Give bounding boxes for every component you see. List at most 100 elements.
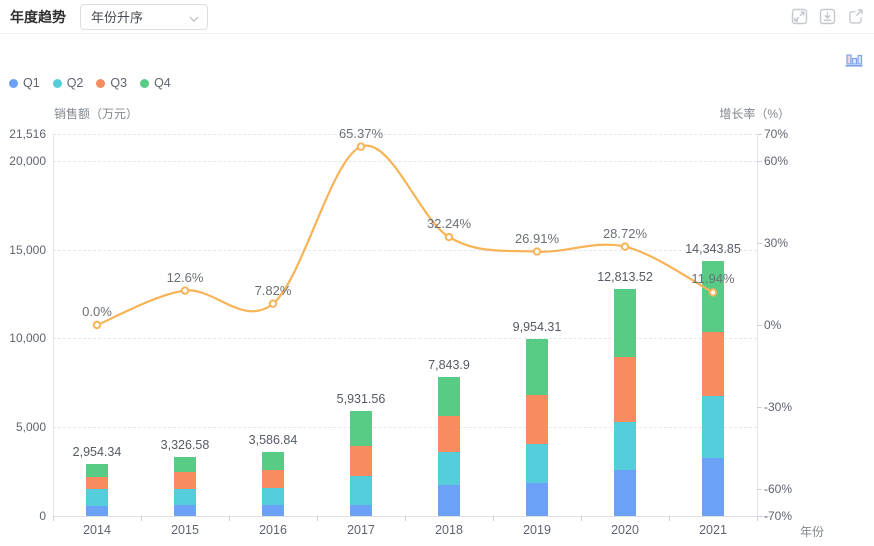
x-axis-tick	[53, 516, 54, 521]
legend-item-q2[interactable]: Q2	[52, 76, 83, 90]
bar-segment-q2[interactable]	[614, 421, 636, 471]
growth-value-label: 0.0%	[82, 304, 112, 319]
y-axis-right-tick-label: -70%	[764, 509, 793, 523]
y-axis-left-tick-label: 10,000	[9, 331, 46, 346]
y-axis-right-tick	[757, 516, 762, 517]
bar-segment-q3[interactable]	[174, 471, 196, 489]
growth-line-point[interactable]	[356, 142, 366, 151]
bar-total-label: 7,843.9	[428, 357, 470, 372]
panel-title: 年度趋势	[10, 8, 66, 25]
bar-segment-q3[interactable]	[438, 416, 460, 452]
y-axis-right-tick-label: -30%	[764, 399, 793, 414]
y-axis-right-tick	[757, 134, 762, 135]
bar-segment-q2[interactable]	[438, 451, 460, 486]
y-axis-left-tick-label: 5,000	[15, 420, 46, 435]
y-axis-right-tick-label: -60%	[764, 481, 793, 496]
bar-segment-q4[interactable]	[174, 456, 196, 472]
bar-segment-q1[interactable]	[262, 504, 284, 516]
legend-label: Q3	[110, 76, 128, 90]
bar-segment-q2[interactable]	[526, 443, 548, 483]
x-axis-category-label: 2018	[435, 523, 463, 537]
bar-segment-q4[interactable]	[526, 339, 548, 395]
legend-dot	[52, 78, 62, 88]
y-axis-left-name: 销售额（万元）	[54, 107, 139, 121]
bar-segment-q4[interactable]	[262, 452, 284, 470]
external-link-icon[interactable]	[847, 8, 864, 25]
bar-segment-q4[interactable]	[438, 376, 460, 417]
x-axis-tick	[757, 516, 758, 521]
bar-segment-q2[interactable]	[262, 488, 284, 505]
growth-line-point[interactable]	[444, 232, 454, 242]
x-axis-category-label: 2015	[171, 523, 199, 537]
year-sort-select-value: 年份升序	[91, 10, 144, 25]
grid-line	[53, 134, 757, 135]
y-axis-right-tick-label: 30%	[764, 236, 789, 251]
growth-value-label: 26.91%	[514, 230, 560, 246]
legend-label: Q1	[23, 76, 40, 90]
growth-value-label: 7.82%	[254, 282, 292, 298]
y-axis-left-tick-label: 15,000	[9, 242, 46, 257]
y-axis-right-tick	[757, 325, 762, 326]
x-axis-tick	[493, 516, 494, 521]
toolbox-bar-chart-icon[interactable]	[844, 49, 864, 74]
growth-value-label: 32.24%	[426, 216, 472, 232]
growth-line-point[interactable]	[180, 286, 190, 295]
fullscreen-icon[interactable]	[791, 8, 808, 25]
x-axis-category-label: 2020	[611, 523, 639, 537]
growth-value-label: 65.37%	[338, 125, 384, 141]
bar-segment-q1[interactable]	[526, 482, 548, 516]
y-axis-right-tick	[757, 488, 762, 490]
grid-line	[53, 160, 757, 162]
bar-total-label: 2,954.34	[72, 444, 122, 459]
bar-segment-q1[interactable]	[614, 470, 636, 516]
bar-segment-q1[interactable]	[702, 457, 724, 516]
bar-segment-q4[interactable]	[614, 288, 636, 357]
bar-segment-q3[interactable]	[614, 357, 636, 422]
legend-item-q3[interactable]: Q3	[96, 76, 127, 90]
bar-segment-q3[interactable]	[350, 446, 372, 477]
y-axis-left-tick-label: 0	[39, 509, 46, 523]
growth-line-point[interactable]	[268, 299, 278, 308]
bar-segment-q1[interactable]	[174, 505, 196, 516]
year-sort-select[interactable]: 年份升序	[80, 3, 208, 30]
y-axis-right-tick	[757, 406, 762, 408]
bar-segment-q1[interactable]	[86, 505, 108, 516]
bar-segment-q3[interactable]	[702, 332, 724, 396]
bar-total-label: 3,326.58	[160, 437, 210, 452]
bar-segment-q1[interactable]	[438, 485, 460, 516]
y-axis-right-name: 增长率（%）	[719, 107, 790, 121]
legend-item-q4[interactable]: Q4	[140, 76, 171, 90]
chevron-down-icon	[188, 12, 200, 30]
legend-item-q1[interactable]: Q1	[9, 76, 40, 90]
grid-line	[53, 338, 757, 340]
growth-line-point[interactable]	[708, 288, 718, 297]
x-axis-category-label: 2021	[699, 523, 727, 537]
download-icon[interactable]	[819, 8, 836, 25]
x-axis-tick	[669, 516, 670, 521]
bar-segment-q2[interactable]	[702, 395, 724, 458]
bar-segment-q1[interactable]	[350, 504, 372, 516]
x-axis-tick	[405, 516, 406, 521]
bar-segment-q4[interactable]	[350, 410, 372, 447]
bar-total-label: 5,931.56	[336, 391, 386, 406]
growth-line-point[interactable]	[620, 242, 630, 251]
y-axis-left-tick-label: 20,000	[9, 153, 46, 168]
growth-value-label: 11.94%	[691, 271, 735, 287]
x-axis-tick	[229, 516, 230, 521]
grid-line	[53, 249, 757, 251]
legend-label: Q4	[154, 76, 171, 90]
growth-line-point[interactable]	[532, 247, 542, 256]
bar-segment-q3[interactable]	[262, 470, 284, 489]
growth-line-point[interactable]	[92, 320, 102, 330]
bar-segment-q2[interactable]	[350, 476, 372, 505]
legend-dot	[9, 78, 18, 88]
legend-dot	[96, 78, 106, 88]
bar-segment-q2[interactable]	[174, 489, 196, 506]
bar-segment-q2[interactable]	[86, 489, 108, 506]
bar-segment-q3[interactable]	[86, 477, 108, 490]
x-axis-category-label: 2019	[523, 523, 551, 537]
x-axis-category-label: 2017	[347, 523, 375, 537]
bar-segment-q4[interactable]	[86, 463, 108, 478]
bar-segment-q3[interactable]	[526, 394, 548, 444]
